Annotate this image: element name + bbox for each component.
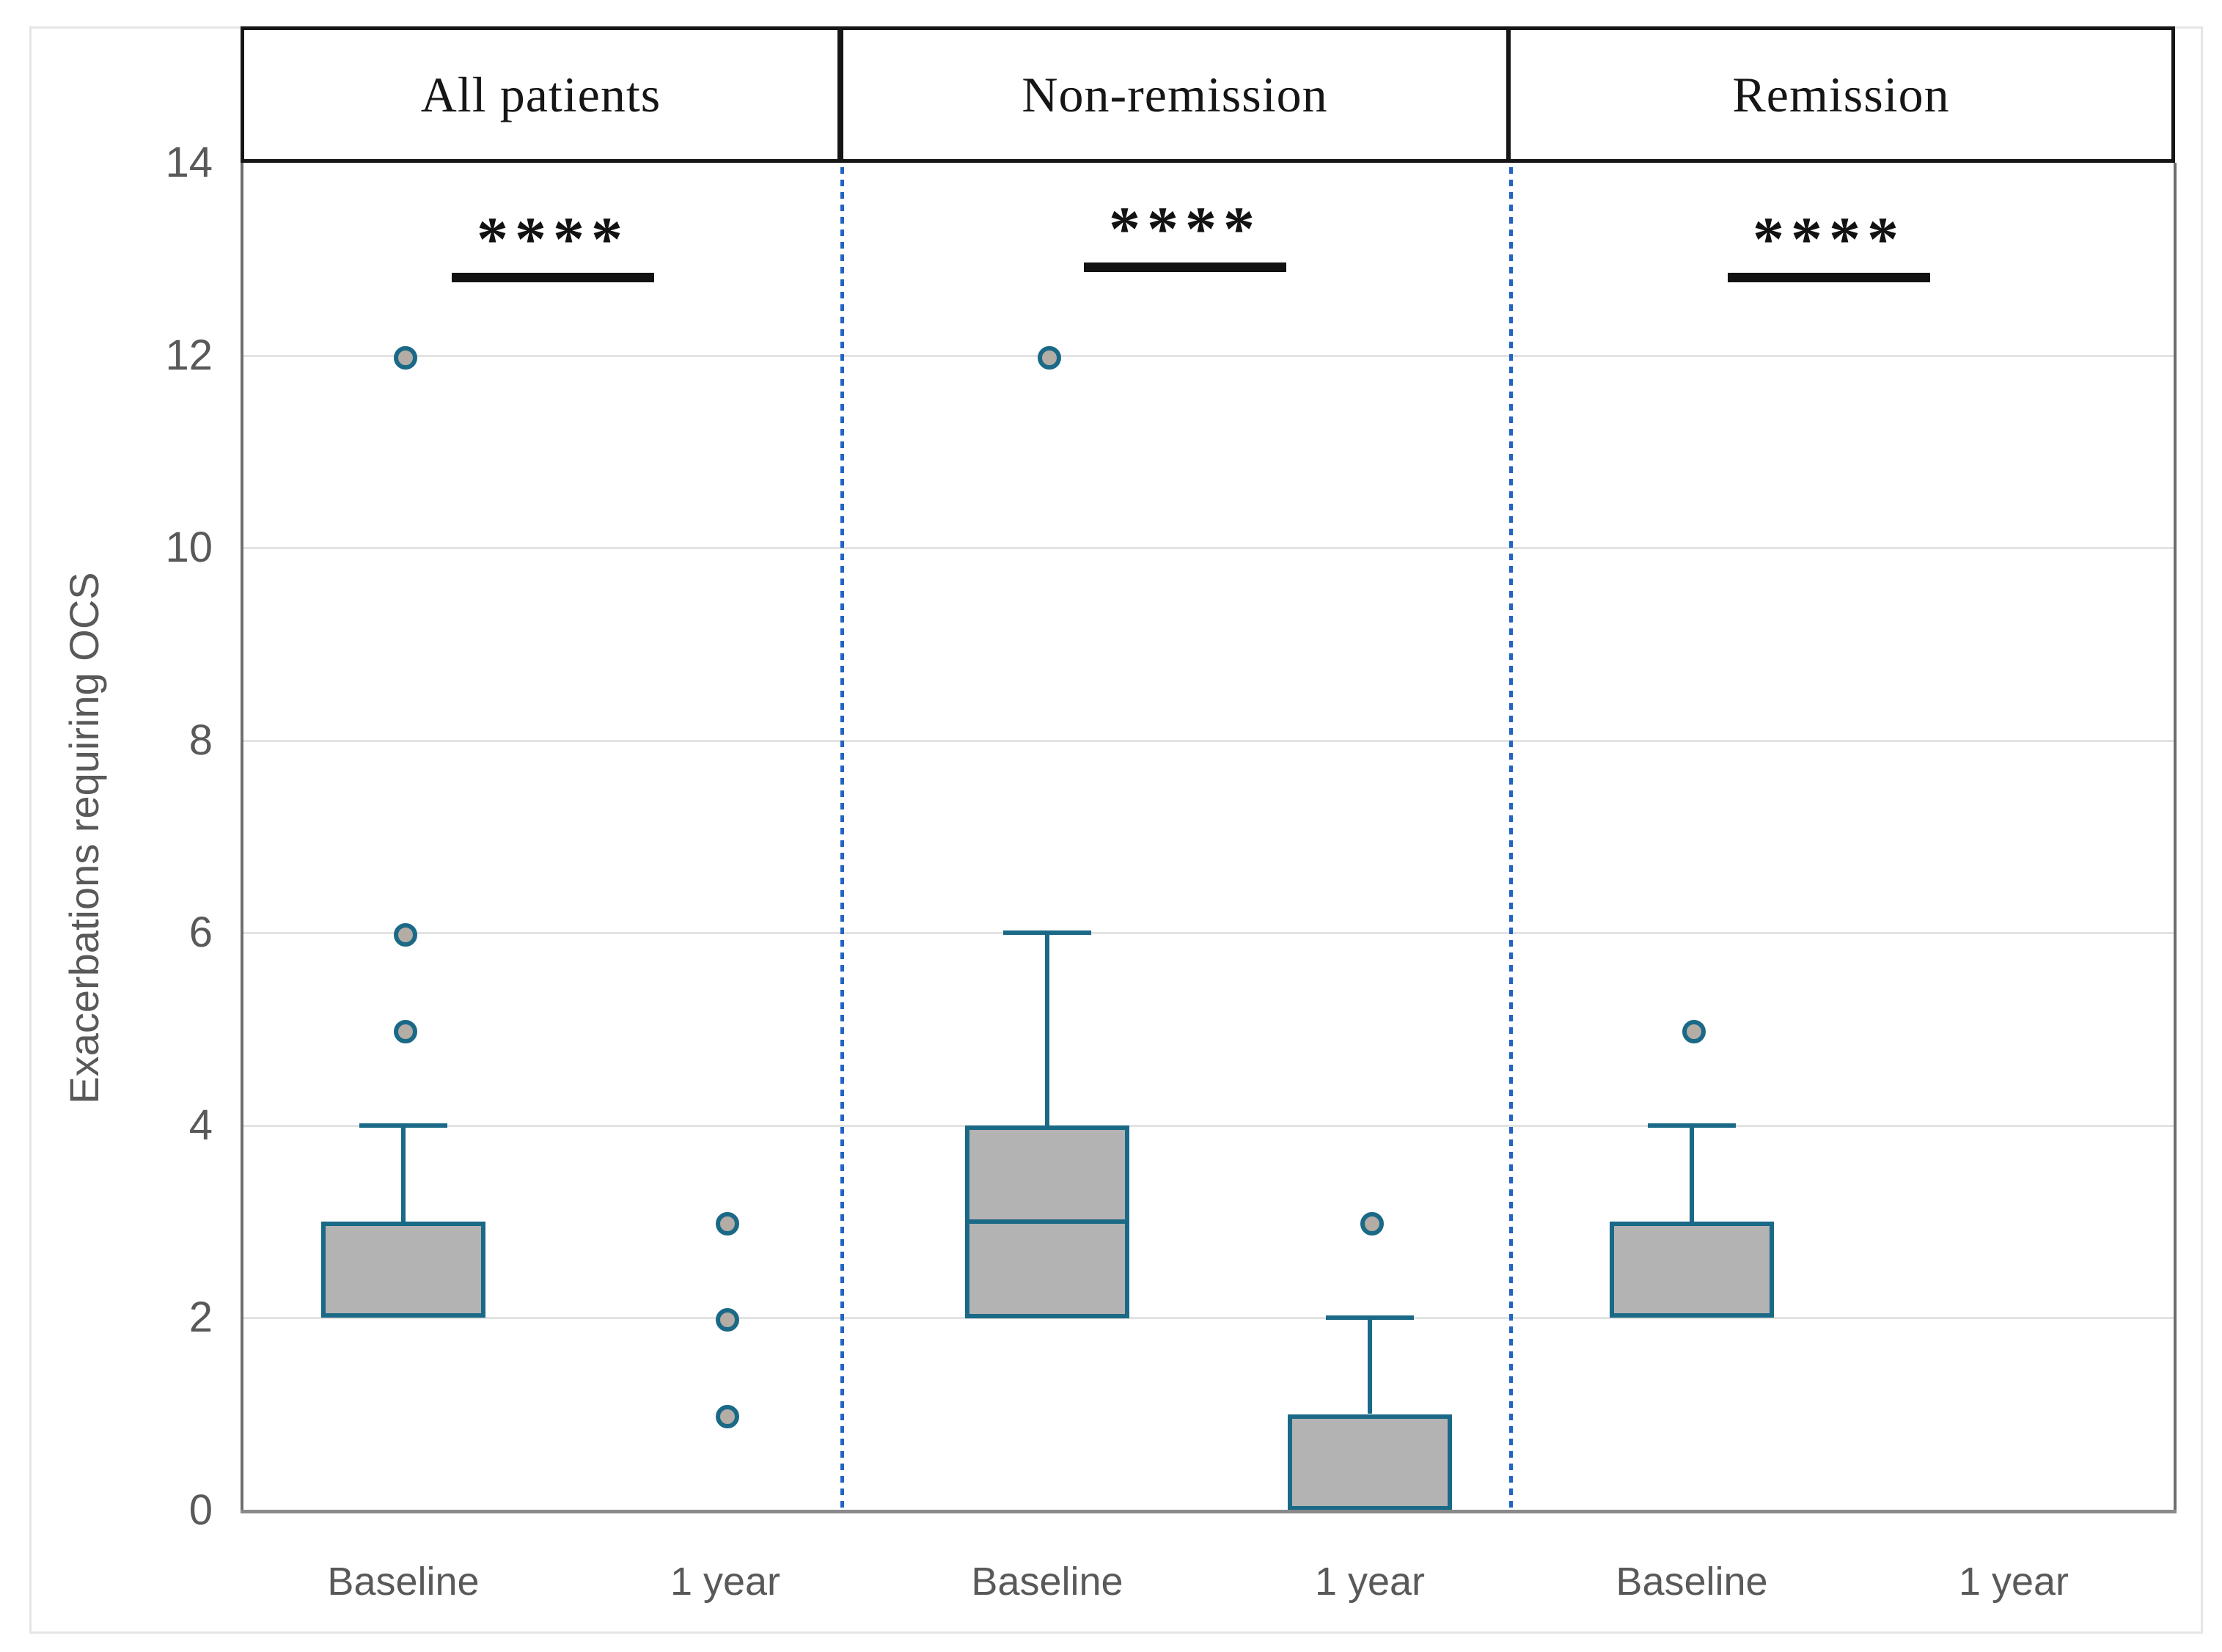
- whisker-cap-remission-baseline: [1648, 1123, 1736, 1128]
- y-tick-label: 4: [188, 1101, 213, 1149]
- outlier-point-all-patients-baseline-12: [394, 346, 417, 370]
- outlier-point-all-patients-1-year-2: [716, 1308, 739, 1332]
- gridline: [242, 932, 2175, 934]
- y-tick-label: 8: [188, 716, 213, 764]
- x-axis-line: [241, 1510, 2177, 1513]
- y-axis-line: [241, 163, 243, 1513]
- whisker-line-all-patients-baseline: [401, 1126, 406, 1222]
- whisker-line-non-remission-baseline: [1045, 933, 1049, 1126]
- outlier-point-all-patients-1-year-1: [716, 1405, 739, 1428]
- box-non-remission-1-year: [1288, 1414, 1452, 1510]
- significance-bar-all-patients: [452, 273, 654, 282]
- panel-header-non-remission: Non-remission: [843, 26, 1511, 163]
- y-tick-label: 6: [188, 908, 213, 956]
- significance-bar-remission: [1728, 273, 1930, 282]
- significance-bar-non-remission: [1084, 263, 1286, 272]
- whisker-cap-non-remission-baseline: [1003, 930, 1091, 935]
- box-remission-baseline: [1610, 1222, 1774, 1318]
- x-label-1-year: 1 year: [1958, 1560, 2069, 1604]
- x-label-baseline: Baseline: [1616, 1560, 1768, 1604]
- outlier-point-non-remission-1-year-3: [1360, 1212, 1384, 1236]
- x-label-baseline: Baseline: [327, 1560, 480, 1604]
- whisker-line-remission-baseline: [1690, 1126, 1694, 1222]
- gridline: [242, 740, 2175, 742]
- x-label-1-year: 1 year: [670, 1560, 781, 1604]
- y-tick-label: 14: [165, 139, 213, 186]
- panel-header-all-patients: All patients: [241, 26, 843, 163]
- y-tick-label: 12: [165, 331, 213, 379]
- significance-stars-non-remission: ****: [1109, 194, 1261, 264]
- panel-header-remission: Remission: [1511, 26, 2175, 163]
- median-line-non-remission-baseline: [965, 1219, 1129, 1224]
- significance-stars-all-patients: ****: [477, 204, 629, 274]
- outlier-point-all-patients-baseline-6: [394, 923, 417, 947]
- whisker-cap-all-patients-baseline: [359, 1123, 447, 1128]
- panel-header-label: Remission: [1732, 66, 1950, 122]
- significance-stars-remission: ****: [1753, 204, 1905, 274]
- x-label-baseline: Baseline: [971, 1560, 1123, 1604]
- gridline: [242, 1125, 2175, 1127]
- y-tick-label: 0: [188, 1486, 213, 1534]
- plot-right-border: [2174, 163, 2177, 1513]
- outlier-point-all-patients-baseline-5: [394, 1020, 417, 1043]
- whisker-cap-non-remission-1-year: [1326, 1315, 1414, 1320]
- box-all-patients-baseline: [321, 1222, 485, 1318]
- y-tick-label: 10: [165, 524, 213, 571]
- whisker-line-non-remission-1-year: [1368, 1318, 1372, 1414]
- x-label-1-year: 1 year: [1314, 1560, 1426, 1604]
- gridline: [242, 355, 2175, 357]
- y-axis-title: Exacerbations requiring OCS: [61, 572, 107, 1104]
- panel-divider-dotted-line: [1509, 167, 1513, 1509]
- gridline: [242, 547, 2175, 549]
- panel-header-label: Non-remission: [1022, 66, 1328, 122]
- y-tick-label: 2: [188, 1293, 213, 1341]
- outlier-point-all-patients-1-year-3: [716, 1212, 739, 1236]
- outlier-point-remission-baseline-5: [1682, 1020, 1706, 1043]
- panel-header-label: All patients: [420, 66, 661, 122]
- gridline: [242, 1317, 2175, 1319]
- outlier-point-non-remission-baseline-12: [1038, 346, 1061, 370]
- panel-divider-dotted-line: [840, 167, 844, 1509]
